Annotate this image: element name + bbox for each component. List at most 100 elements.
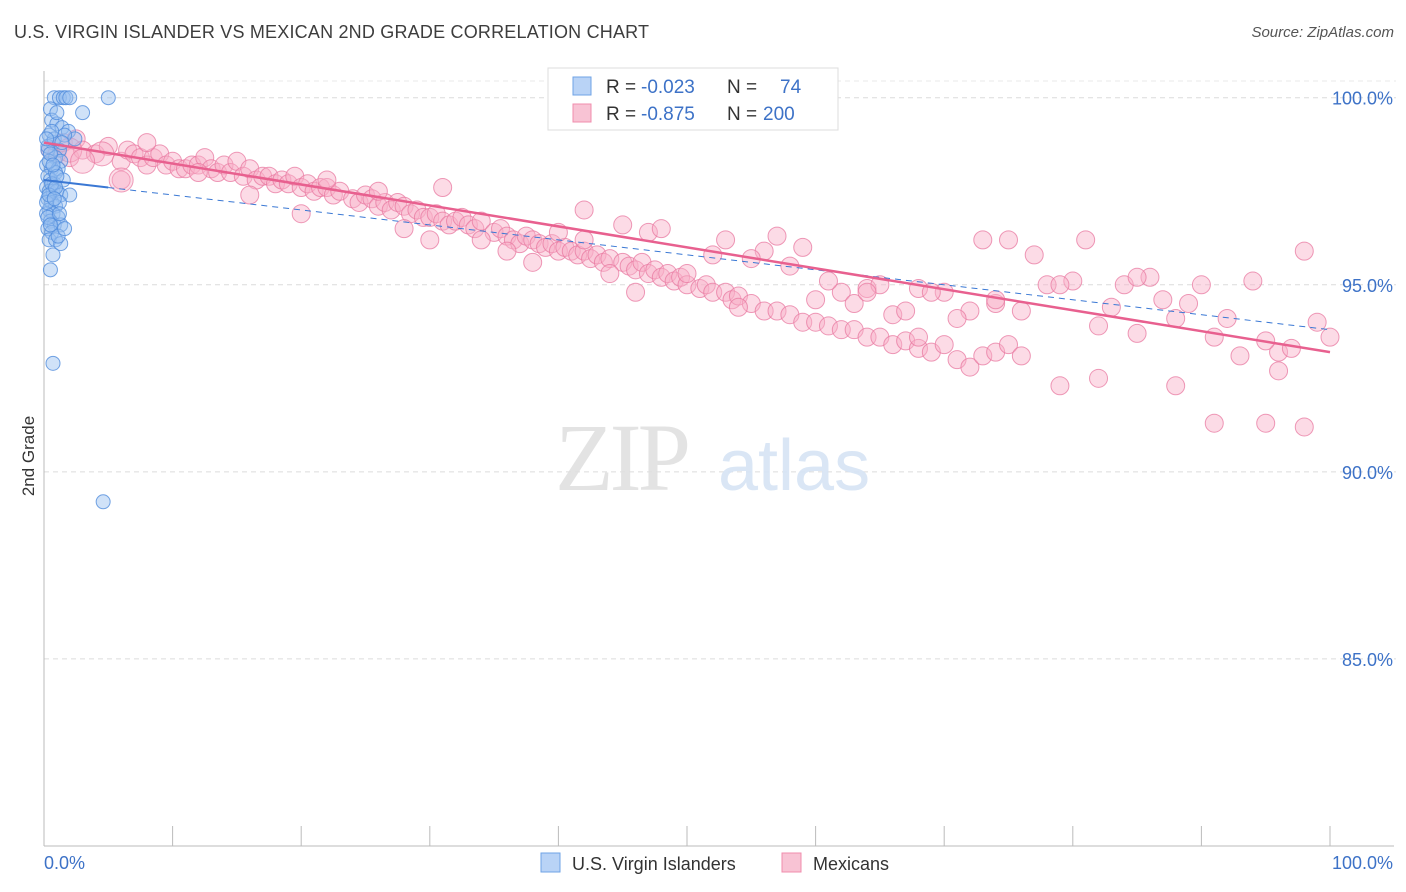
virgin-islanders-point xyxy=(49,105,65,121)
legend-mexicans-label: Mexicans xyxy=(813,854,889,874)
mexicans-point xyxy=(1269,361,1289,381)
mexicans-point xyxy=(420,230,440,250)
mexicans-point xyxy=(999,230,1018,250)
mexicans-point xyxy=(1050,376,1070,396)
mexicans-point xyxy=(626,260,646,280)
virgin-islanders-point xyxy=(95,494,111,510)
mexicans-point xyxy=(728,297,748,317)
watermark-zip: ZIP xyxy=(555,404,688,511)
mexicans-point xyxy=(677,264,697,284)
mexicans-point xyxy=(677,275,697,295)
legend-r-label-1: R = xyxy=(606,77,636,98)
y-tick-label: 85.0% xyxy=(1342,650,1393,670)
mexicans-point xyxy=(1166,376,1186,396)
virgin-islanders-point xyxy=(62,187,78,203)
mexicans-point xyxy=(240,185,260,205)
mexicans-point xyxy=(716,230,736,250)
x-tick-label-max: 100.0% xyxy=(1332,853,1393,873)
mexicans-point xyxy=(1153,290,1173,310)
mexicans-point xyxy=(818,316,838,336)
stats-legend: R = -0.023 N = 74 R = -0.875 N = 200 xyxy=(547,67,839,131)
y-tick-labels: 85.0% 90.0% 95.0% 100.0% xyxy=(1332,89,1393,670)
legend-n-label-1: N = xyxy=(727,77,757,98)
mexicans-point xyxy=(908,327,928,347)
virgin-islanders-point xyxy=(100,90,116,106)
mexicans-point xyxy=(883,305,903,325)
mexicans-point xyxy=(703,245,723,265)
mexicans-point xyxy=(767,226,787,246)
virgin-islanders-trend-extended xyxy=(108,187,1331,331)
legend-n-value-1: 74 xyxy=(780,77,802,98)
mexicans-point xyxy=(1191,275,1211,295)
virgin-islanders-point xyxy=(57,221,73,237)
mexicans-point xyxy=(542,234,562,254)
mexicans-point xyxy=(1217,308,1237,328)
mexicans-point xyxy=(767,301,787,321)
virgin-islanders-point xyxy=(50,228,66,244)
y-tick-label: 100.0% xyxy=(1332,89,1393,109)
mexicans-point xyxy=(619,256,639,276)
mexicans-point xyxy=(593,252,613,272)
trend-lines xyxy=(43,141,1331,354)
mexicans-point xyxy=(1011,346,1031,366)
mexicans-point xyxy=(214,155,234,175)
mexicans-point xyxy=(458,215,478,235)
virgin-islanders-point xyxy=(75,105,91,121)
virgin-islanders-point xyxy=(41,232,57,248)
mexicans-point xyxy=(317,170,337,190)
mexicans-point xyxy=(1063,271,1083,291)
virgin-islanders-trend-line xyxy=(43,179,109,189)
mexicans-point xyxy=(471,230,491,250)
mexicans-point xyxy=(1294,417,1314,437)
legend-r-value-2: -0.875 xyxy=(641,104,695,125)
legend-n-label-2: N = xyxy=(727,104,757,125)
legend-r-label-2: R = xyxy=(606,104,636,125)
mexicans-point xyxy=(465,219,485,239)
mexicans-point xyxy=(1179,293,1199,313)
mexicans-point xyxy=(613,215,633,235)
mexicans-point xyxy=(1204,413,1224,433)
legend-virgin-islanders-swatch xyxy=(540,852,561,873)
mexicans-point xyxy=(651,219,671,239)
mexicans-point xyxy=(947,308,967,328)
mexicans-point xyxy=(574,230,594,250)
legend-n-value-2: 200 xyxy=(763,104,795,125)
mexicans-point xyxy=(671,267,691,287)
mexicans-point xyxy=(651,267,671,287)
mexicans-point xyxy=(690,279,710,299)
mexicans-point xyxy=(806,290,826,310)
virgin-islanders-point xyxy=(42,262,58,278)
virgin-islanders-point xyxy=(51,206,67,222)
virgin-islanders-point xyxy=(62,90,78,106)
chart-title: U.S. VIRGIN ISLANDER VS MEXICAN 2ND GRAD… xyxy=(14,22,650,42)
virgin-islanders-point xyxy=(51,90,67,106)
mexicans-point xyxy=(857,282,877,302)
mexicans-point xyxy=(696,275,716,295)
mexicans-point xyxy=(137,133,157,153)
legend-r-value-1: -0.023 xyxy=(641,77,695,98)
mexicans-point xyxy=(1204,327,1224,347)
mexicans-point xyxy=(1101,297,1121,317)
mexicans-point xyxy=(934,335,954,355)
mexicans-point xyxy=(806,312,826,332)
series-legend: U.S. Virgin Islanders Mexicans xyxy=(540,852,889,874)
mexicans-point xyxy=(960,357,980,377)
legend-pink-swatch xyxy=(572,103,592,123)
mexicans-point xyxy=(446,211,466,231)
mexicans-point xyxy=(1320,327,1340,347)
mexicans-point xyxy=(433,178,453,198)
mexicans-point xyxy=(497,241,517,261)
mexicans-point xyxy=(587,245,607,265)
mexicans-point xyxy=(1230,346,1250,366)
source-label: Source: ZipAtlas.com xyxy=(1251,24,1394,41)
watermark-atlas: atlas xyxy=(718,426,870,506)
virgin-islanders-point xyxy=(45,157,61,173)
mexicans-point xyxy=(426,204,446,224)
mexicans-point xyxy=(413,207,433,227)
mexicans-point xyxy=(1281,338,1301,358)
mexicans-point xyxy=(818,271,838,291)
virgin-islanders-point xyxy=(49,168,65,184)
mexicans-point xyxy=(1127,323,1147,343)
virgin-islanders-point xyxy=(42,146,58,162)
